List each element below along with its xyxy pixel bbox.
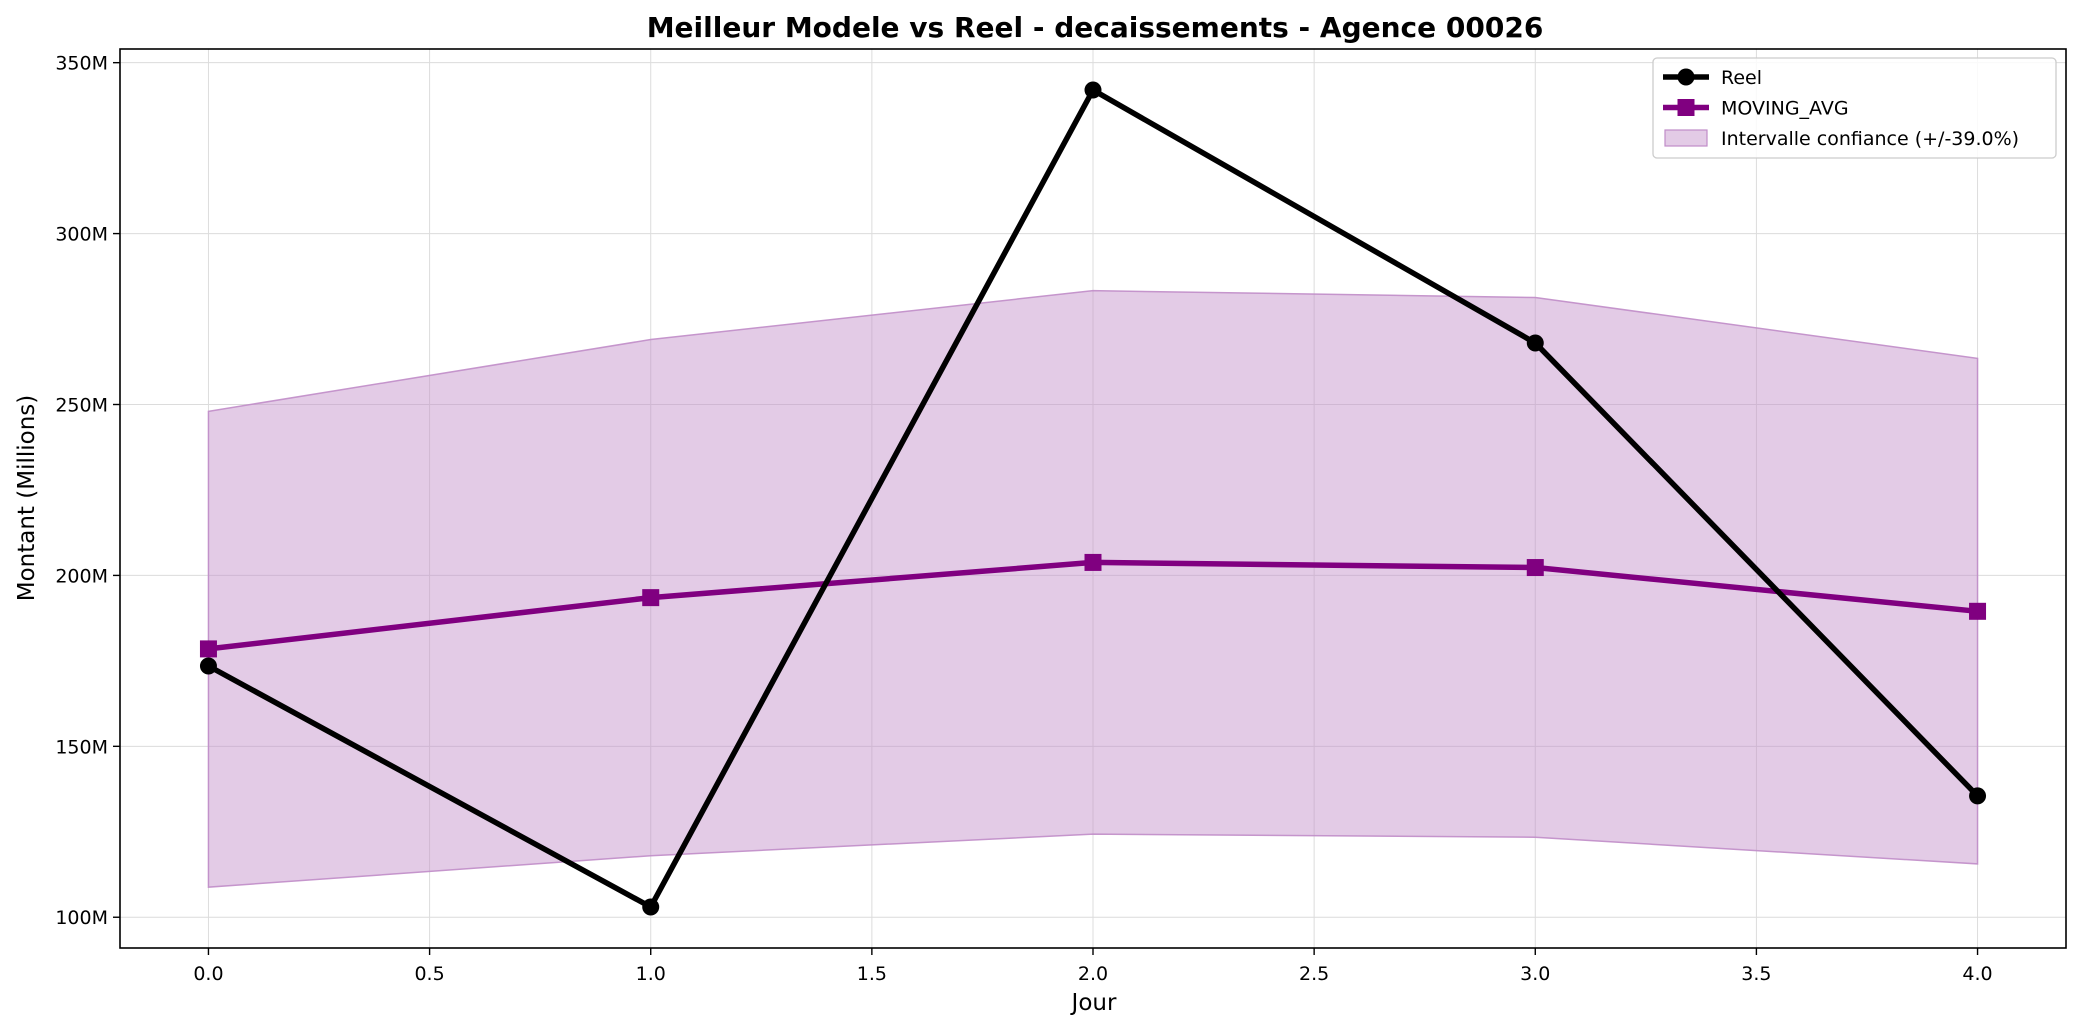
x-tick-label: 2.0 (1078, 963, 1108, 985)
legend: Reel MOVING_AVG Intervalle confiance (+/-3… (1652, 57, 2057, 159)
y-axis-label: Montant (Millions) (14, 395, 40, 602)
x-tick-label: 1.0 (636, 963, 666, 985)
legend-box (1652, 57, 2057, 159)
y-axis-ticks: 100M 150M 200M 250M 300M 350M (55, 53, 120, 929)
data-point (1526, 559, 1544, 577)
y-tick-label: 300M (55, 224, 108, 246)
data-point (199, 657, 217, 675)
data-point (1969, 787, 1987, 805)
legend-marker (1677, 68, 1695, 86)
legend-swatch (1664, 129, 1708, 147)
legend-label: Intervalle confiance (+/-39.0%) (1721, 128, 2019, 150)
x-tick-label: 2.5 (1299, 963, 1329, 985)
x-tick-label: 3.5 (1741, 963, 1771, 985)
confidence-band-layer (207, 289, 1979, 888)
y-tick-label: 200M (55, 565, 108, 587)
data-point (1084, 553, 1102, 571)
y-tick-label: 100M (55, 907, 108, 929)
legend-item-2: Intervalle confiance (+/-39.0%) (1664, 128, 2019, 150)
series-reel (199, 81, 1987, 916)
series-layer (199, 81, 1987, 916)
data-point (199, 640, 217, 658)
data-point (1526, 334, 1544, 352)
legend-label: MOVING_AVG (1721, 98, 1849, 120)
data-point (1969, 602, 1987, 620)
gridlines (120, 49, 2066, 948)
x-tick-label: 1.5 (857, 963, 887, 985)
legend-label: Reel (1721, 67, 1762, 89)
x-axis-ticks: 0.0 0.5 1.0 1.5 2.0 2.5 3.0 3.5 4.0 (193, 948, 1993, 985)
x-axis-label: Jour (1070, 990, 1117, 1016)
series-moving-avg (199, 553, 1987, 658)
x-tick-label: 4.0 (1962, 963, 1992, 985)
data-point (642, 898, 660, 916)
data-point (642, 589, 660, 607)
x-tick-label: 0.5 (414, 963, 444, 985)
x-tick-label: 0.0 (193, 963, 223, 985)
y-tick-label: 350M (55, 53, 108, 75)
legend-item-1: MOVING_AVG (1663, 98, 1849, 120)
y-tick-label: 250M (55, 394, 108, 416)
legend-marker (1677, 99, 1695, 116)
data-point (1084, 81, 1102, 99)
chart-title: Meilleur Modele vs Reel - decaissements … (647, 11, 1544, 44)
y-tick-label: 150M (55, 736, 108, 758)
x-tick-label: 3.0 (1520, 963, 1550, 985)
confidence-band (207, 289, 1979, 888)
legend-item-0: Reel (1663, 67, 1762, 89)
